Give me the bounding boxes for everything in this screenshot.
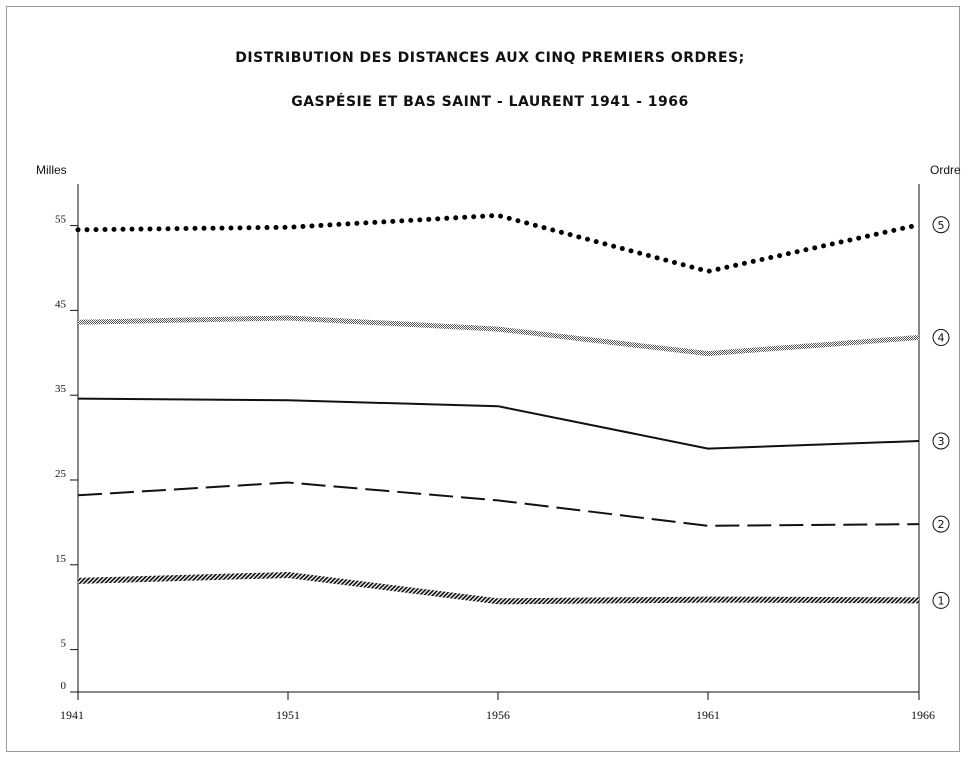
series-4-line xyxy=(77,315,920,357)
order-circle xyxy=(932,515,950,533)
y-tick-label: 35 xyxy=(55,383,67,395)
order-number: 3 xyxy=(938,435,945,448)
order-1-label: 1 xyxy=(932,591,950,609)
y-tick-label: 5 xyxy=(61,638,67,650)
series-5-line xyxy=(75,212,922,274)
series-2-line xyxy=(77,481,920,527)
order-number: 4 xyxy=(938,332,945,345)
order-2-label: 2 xyxy=(932,515,950,533)
y-tick-label: 0 xyxy=(61,680,67,692)
x-tick-label: 1956 xyxy=(486,708,510,722)
series-1-line xyxy=(77,572,920,605)
order-number: 2 xyxy=(938,518,945,531)
order-circle xyxy=(932,591,950,609)
order-4-label: 4 xyxy=(932,329,950,347)
order-5-label: 5 xyxy=(932,216,950,234)
order-3-label: 3 xyxy=(932,432,950,450)
y-tick-label: 15 xyxy=(55,553,67,565)
chart-frame xyxy=(6,6,960,752)
y-tick-label: 25 xyxy=(55,468,67,480)
order-circle xyxy=(932,432,950,450)
x-tick-label: 1966 xyxy=(911,708,935,722)
x-ticks: 1941 1951 1956 1961 1966 xyxy=(60,692,935,722)
x-tick-label: 1961 xyxy=(696,708,720,722)
y-tick-label: 55 xyxy=(55,214,67,226)
y-ticks: 0 5 15 25 35 45 55 xyxy=(55,214,78,693)
order-number: 5 xyxy=(938,219,945,232)
y-axis-title: Milles xyxy=(36,163,67,177)
right-axis-title: Ordre xyxy=(930,163,961,177)
x-tick-label: 1951 xyxy=(276,708,300,722)
series-3-line xyxy=(77,397,920,450)
chart-subtitle: GASPÉSIE ET BAS SAINT - LAURENT 1941 - 1… xyxy=(291,93,689,110)
order-circle xyxy=(932,216,950,234)
order-circle xyxy=(932,329,950,347)
x-tick-label: 1941 xyxy=(60,708,84,722)
chart-title: DISTRIBUTION DES DISTANCES AUX CINQ PREM… xyxy=(235,50,744,66)
series-layer xyxy=(75,212,922,605)
order-number: 1 xyxy=(938,594,945,607)
order-labels: 5 4 3 2 1 xyxy=(932,216,950,609)
y-tick-label: 45 xyxy=(55,298,67,310)
